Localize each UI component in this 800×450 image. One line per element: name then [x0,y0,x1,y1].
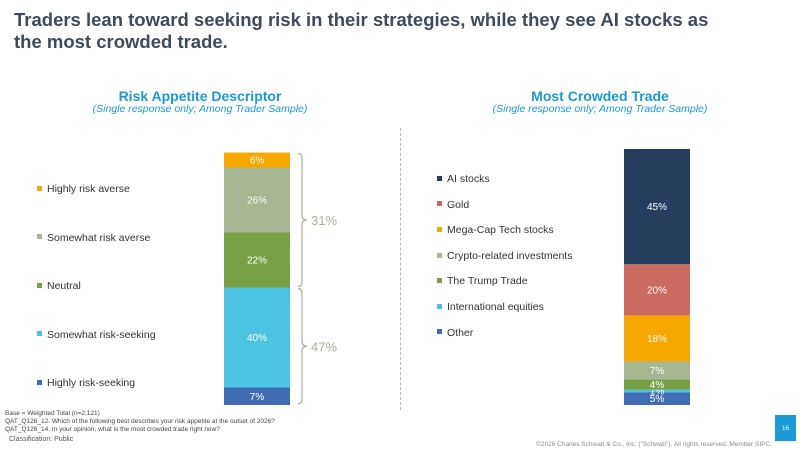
crowded-legend-swatch-the-trump-trade [437,278,442,284]
footnote-base: Base = Weighted Total (n=2,121) [5,410,100,417]
crowded-legend-label-crypto-related-investments: Crypto-related investments [447,249,573,262]
risk-legend-item-highly-risk-seeking: Highly risk-seeking [37,377,135,389]
crowded-bar-crypto-related-investments [624,361,690,380]
crowded-label-gold: 20% [647,285,667,296]
crowded-legend-item-international-equities: International equities [437,301,544,313]
crowded-legend-label-the-trump-trade: The Trump Trade [447,275,528,288]
crowded-label-other: 5% [650,394,665,405]
risk-bar-highly-risk-averse [224,152,290,168]
crowded-chart-subtitle: (Single response only; Among Trader Samp… [492,103,708,115]
crowded-legend-label-gold: Gold [447,198,470,211]
page-number: 16 [775,415,796,441]
risk-bracket-1 [297,287,308,405]
risk-bar-somewhat-risk-seeking [224,287,290,388]
crowded-legend-swatch-international-equities [437,303,442,309]
crowded-legend-label-international-equities: International equities [447,301,544,313]
crowded-bar-other [624,392,690,405]
risk-legend-swatch-highly-risk-seeking [37,379,42,385]
crowded-legend-item-gold: Gold [437,199,469,211]
risk-bracket-label-1: 47% [311,339,337,354]
crowded-label-crypto-related-investments: 7% [650,366,665,377]
crowded-legend-item-other: Other [437,327,473,339]
crowded-legend-swatch-gold [437,201,442,207]
risk-label-neutral: 22% [247,256,267,267]
risk-legend-label-highly-risk-seeking: Highly risk-seeking [47,377,136,389]
crowded-bar-the-trump-trade [624,379,690,390]
risk-bar-somewhat-risk-averse [224,167,290,233]
crowded-label-international-equities: 1% [650,386,665,397]
risk-legend-label-highly-risk-averse: Highly risk averse [47,183,130,195]
crowded-legend-swatch-ai-stocks [437,175,442,181]
risk-legend-swatch-somewhat-risk-seeking [37,331,42,337]
footnote-q1: QAT_Q126_12. Which of the following best… [5,418,275,425]
crowded-label-ai-stocks: 45% [647,202,667,213]
risk-bar-neutral [224,232,290,288]
risk-chart-title: Risk Appetite Descriptor [118,88,282,104]
crowded-legend-item-the-trump-trade: The Trump Trade [437,275,528,287]
risk-label-highly-risk-seeking: 7% [250,392,265,403]
crowded-legend-label-ai-stocks: AI stocks [447,173,490,185]
crowded-legend-label-other: Other [447,326,474,339]
risk-legend-swatch-highly-risk-averse [37,185,42,191]
risk-chart-subtitle: (Single response only; Among Trader Samp… [92,103,308,115]
crowded-legend-item-mega-cap-tech-stocks: Mega-Cap Tech stocks [437,224,554,236]
risk-legend-item-somewhat-risk-averse: Somewhat risk averse [37,232,150,244]
risk-bracket-0 [297,152,308,288]
classification-label: Classification: Public [9,436,74,443]
risk-legend-item-neutral: Neutral [37,280,81,292]
risk-legend-label-neutral: Neutral [47,280,81,292]
crowded-bar-international-equities [624,389,690,393]
crowded-legend-item-crypto-related-investments: Crypto-related investments [437,250,572,262]
risk-bar-highly-risk-seeking [224,387,290,405]
crowded-legend-swatch-crypto-related-investments [437,252,442,258]
crowded-legend-swatch-other [437,329,442,335]
crowded-chart-title: Most Crowded Trade [531,88,669,104]
crowded-legend-label-mega-cap-tech-stocks: Mega-Cap Tech stocks [447,224,554,237]
risk-legend-label-somewhat-risk-averse: Somewhat risk averse [47,231,151,244]
chart-divider [400,128,401,410]
footnote-q2: QAT_Q126_14. In your opinion, what is th… [5,426,220,433]
crowded-legend-swatch-mega-cap-tech-stocks [437,226,442,232]
crowded-label-the-trump-trade: 4% [650,380,665,391]
risk-label-highly-risk-averse: 6% [250,156,265,167]
copyright-text: ©2026 Charles Schwab & Co., Inc. ("Schwa… [536,441,772,448]
risk-label-somewhat-risk-seeking: 40% [247,333,267,344]
crowded-label-mega-cap-tech-stocks: 18% [647,334,667,345]
risk-legend-label-somewhat-risk-seeking: Somewhat risk-seeking [47,328,156,341]
risk-legend-item-somewhat-risk-seeking: Somewhat risk-seeking [37,329,156,341]
risk-legend-item-highly-risk-averse: Highly risk averse [37,183,130,195]
crowded-bar-mega-cap-tech-stocks [624,315,690,362]
risk-legend-swatch-neutral [37,282,42,288]
crowded-legend-item-ai-stocks: AI stocks [437,173,490,185]
risk-legend-swatch-somewhat-risk-averse [37,234,42,240]
page-headline: Traders lean toward seeking risk in thei… [14,9,709,52]
crowded-bar-gold [624,264,690,316]
risk-bracket-label-0: 31% [311,213,337,228]
risk-label-somewhat-risk-averse: 26% [247,196,267,207]
crowded-bar-ai-stocks [624,149,690,265]
